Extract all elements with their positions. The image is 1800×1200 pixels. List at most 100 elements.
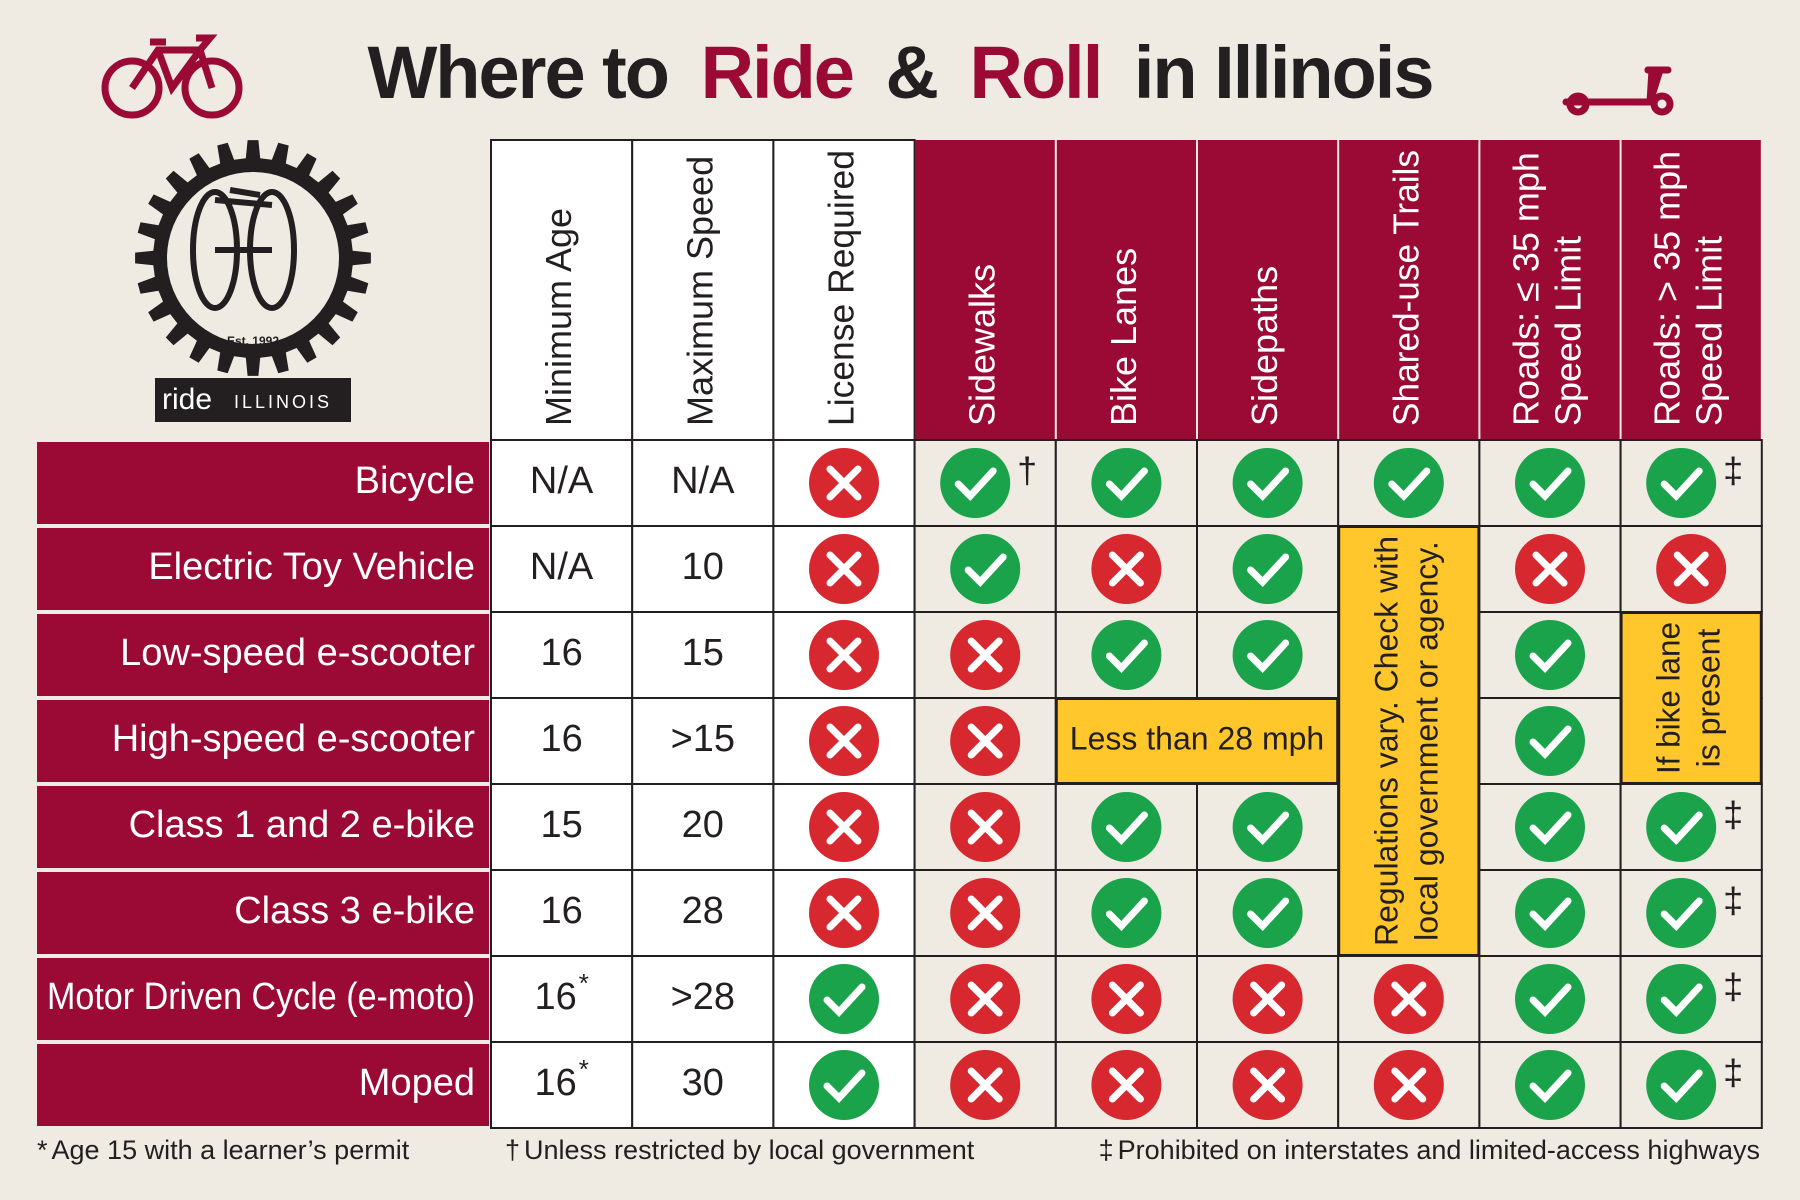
column-header: Bike Lanes (1103, 248, 1144, 426)
table-cell (490, 525, 634, 613)
allowed-icon (1515, 1050, 1585, 1120)
header-cell (1480, 140, 1620, 440)
row-label-cell (37, 614, 489, 696)
min-age: 16 (534, 976, 576, 1018)
check-mark (1105, 897, 1148, 932)
allowed-icon (1373, 448, 1444, 518)
header-cell (915, 140, 1055, 440)
icon-circle (1091, 620, 1162, 690)
icon-circle (1646, 792, 1717, 862)
cross-mark (967, 637, 1003, 673)
cross-mark (1673, 551, 1709, 587)
title: Where to Ride & Roll in Illinois (367, 31, 1432, 114)
prohibited-icon (950, 620, 1021, 690)
prohibited-icon (1656, 534, 1727, 604)
footnote-symbol: ‡ (1099, 1135, 1114, 1165)
allowed-icon (1515, 706, 1585, 776)
title-part: Ride (701, 31, 853, 114)
check-mark (954, 467, 997, 502)
prohibited-icon (950, 878, 1021, 948)
min-age: 16 (540, 890, 582, 932)
prohibited-icon (809, 706, 879, 776)
min-age: 16 (540, 718, 582, 760)
column-header: Maximum Speed (679, 156, 720, 426)
check-mark (1247, 553, 1290, 588)
cross-mark (1108, 1067, 1144, 1103)
table-cell (490, 869, 634, 957)
cross-mark (1108, 551, 1144, 587)
prohibited-icon (809, 620, 879, 690)
cross-mark (826, 637, 862, 673)
icon-circle (1515, 878, 1585, 948)
logo-name: ride (162, 383, 212, 416)
cross-mark (1532, 551, 1568, 587)
prohibited-icon (809, 534, 879, 604)
logo-established: Est. 1992 (227, 334, 279, 348)
prohibited-icon (1515, 534, 1585, 604)
note-text: is present (1691, 629, 1727, 768)
check-mark (1247, 467, 1290, 502)
note-text: local government or agency. (1408, 541, 1444, 941)
icon-circle (1091, 878, 1162, 948)
allowed-icon (1515, 448, 1585, 518)
icon-circle (950, 534, 1021, 604)
cross-mark (1391, 1067, 1427, 1103)
header-cell (1198, 140, 1338, 440)
column-header: Roads: > 35 mph (1647, 151, 1688, 426)
cross-mark (967, 723, 1003, 759)
header-cell (631, 139, 775, 441)
cross-mark (1108, 981, 1144, 1017)
row-label: Bicycle (355, 460, 475, 502)
prohibited-icon (1373, 1050, 1444, 1120)
prohibited-icon (1232, 964, 1303, 1034)
footnote-mark: ‡ (1723, 450, 1743, 491)
table-cell (490, 611, 634, 699)
check-mark (1660, 811, 1703, 846)
prohibited-icon (1091, 1050, 1162, 1120)
allowed-icon (940, 448, 1011, 518)
footnote-mark: * (579, 1054, 589, 1084)
prohibited-icon (1232, 1050, 1303, 1120)
icon-circle (1515, 620, 1585, 690)
footnote-mark: ‡ (1723, 966, 1743, 1007)
row-label: Class 3 e-bike (234, 890, 475, 932)
column-header: License Required (821, 150, 862, 426)
footnote: ‡ Prohibited on interstates and limited-a… (1099, 1135, 1760, 1165)
allowed-icon (950, 534, 1021, 604)
footnote-mark: ‡ (1723, 1052, 1743, 1093)
footnote-text: Age 15 with a learner’s permit (52, 1135, 410, 1165)
allowed-icon (1515, 620, 1585, 690)
allowed-icon (1232, 448, 1303, 518)
prohibited-icon (809, 792, 879, 862)
check-mark (1660, 467, 1703, 502)
allowed-icon (1646, 964, 1717, 1034)
icon-circle (1373, 448, 1444, 518)
max-speed: 15 (682, 632, 724, 674)
note-text: If bike lane (1651, 622, 1687, 774)
title-part: & (886, 31, 938, 114)
cross-mark (826, 723, 862, 759)
table-cell (490, 697, 634, 785)
check-mark (1247, 811, 1290, 846)
allowed-icon (1646, 448, 1717, 518)
column-header: Speed Limit (1689, 236, 1730, 426)
check-mark (1529, 811, 1572, 846)
column-header: Roads: ≤ 35 mph (1506, 152, 1547, 426)
note-box (1338, 526, 1480, 956)
title-part: in Illinois (1134, 31, 1433, 114)
icon-circle (1646, 448, 1717, 518)
footnote-mark: ‡ (1723, 880, 1743, 921)
allowed-icon (1232, 878, 1303, 948)
column-header: Speed Limit (1548, 236, 1589, 426)
icon-circle (1091, 448, 1162, 518)
max-speed: >15 (671, 718, 735, 760)
column-header: Sidepaths (1244, 266, 1285, 426)
prohibited-icon (950, 792, 1021, 862)
allowed-icon (1646, 792, 1717, 862)
footnote-symbol: † (505, 1135, 520, 1165)
check-mark (1105, 639, 1148, 674)
table-cell (631, 1041, 775, 1129)
row-label-cell (37, 700, 489, 782)
note-text: Regulations vary. Check with (1368, 536, 1404, 946)
